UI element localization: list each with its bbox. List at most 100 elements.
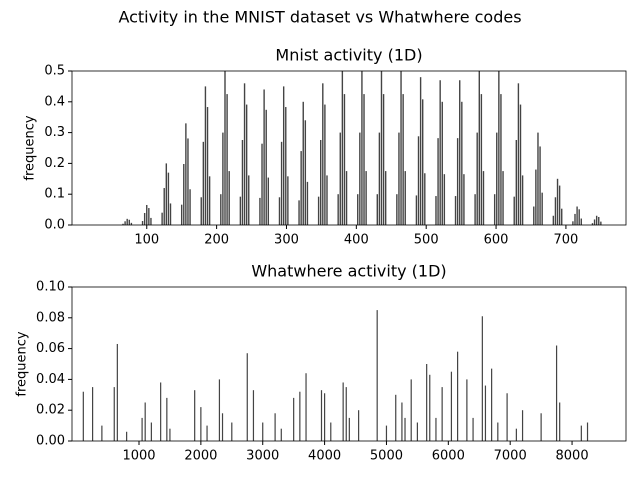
y-axis-label: frequency xyxy=(23,115,38,181)
bar xyxy=(382,94,385,225)
y-tick-label: 0.4 xyxy=(44,94,65,109)
bar xyxy=(586,422,589,441)
bar xyxy=(424,173,426,225)
bar xyxy=(576,206,578,225)
x-tick-label: 500 xyxy=(414,233,439,248)
bar xyxy=(484,385,487,441)
bar xyxy=(299,391,301,441)
bar xyxy=(317,196,320,225)
bar xyxy=(226,94,228,225)
bar xyxy=(337,194,339,225)
bar xyxy=(220,194,222,225)
bar xyxy=(443,174,446,225)
bar xyxy=(322,83,324,225)
bar xyxy=(578,209,580,225)
bar xyxy=(148,208,150,225)
bar xyxy=(263,89,265,225)
bar xyxy=(556,178,559,225)
bar xyxy=(305,373,307,441)
bar xyxy=(496,132,498,225)
bar xyxy=(200,407,202,441)
bar xyxy=(476,132,478,225)
bar xyxy=(124,221,126,225)
y-tick-label: 0.1 xyxy=(44,187,65,202)
bar xyxy=(150,217,152,225)
bar xyxy=(400,71,402,225)
bar xyxy=(466,379,468,441)
x-tick-label: 7000 xyxy=(494,449,527,464)
bar xyxy=(200,197,202,225)
bar xyxy=(169,428,171,441)
bar xyxy=(141,417,143,441)
bar xyxy=(402,94,404,225)
bar xyxy=(206,425,208,441)
bar xyxy=(146,204,148,225)
bar xyxy=(326,175,328,225)
bar xyxy=(378,132,381,225)
bar xyxy=(595,215,598,225)
bar xyxy=(480,94,483,225)
bar xyxy=(180,204,183,225)
x-tick-label: 300 xyxy=(274,233,299,248)
x-tick-label: 5000 xyxy=(370,449,403,464)
bar xyxy=(202,141,205,225)
y-tick-label: 0.04 xyxy=(36,372,65,387)
bar xyxy=(502,171,504,225)
bar xyxy=(519,104,522,225)
bar xyxy=(189,189,191,225)
bar xyxy=(435,417,437,441)
bar xyxy=(345,171,348,225)
bar xyxy=(419,77,422,225)
bar xyxy=(300,151,302,225)
bar xyxy=(574,213,576,225)
bar xyxy=(461,101,463,225)
bar xyxy=(591,223,594,225)
bar xyxy=(515,428,517,441)
bar xyxy=(343,94,346,225)
bar xyxy=(497,422,499,441)
bar xyxy=(206,107,209,225)
bar xyxy=(345,387,347,441)
bar xyxy=(185,123,187,225)
bar xyxy=(221,413,224,441)
bar xyxy=(410,379,412,441)
y-tick-label: 0.2 xyxy=(44,156,65,171)
bar xyxy=(113,387,115,441)
bar xyxy=(278,197,281,225)
bar xyxy=(261,143,263,225)
bar xyxy=(194,390,196,441)
bar xyxy=(166,397,168,441)
bar xyxy=(222,132,224,225)
bar xyxy=(426,364,428,441)
bar xyxy=(478,71,480,225)
bar xyxy=(559,402,561,441)
bar xyxy=(417,136,420,225)
bar xyxy=(239,196,242,225)
bar xyxy=(380,71,383,225)
x-tick-label: 6000 xyxy=(432,449,465,464)
bar xyxy=(324,104,326,225)
bar xyxy=(593,219,596,225)
bar xyxy=(561,208,563,225)
bar xyxy=(330,422,332,441)
bar xyxy=(500,94,502,225)
bar xyxy=(339,132,341,225)
bar xyxy=(580,218,582,225)
bar xyxy=(259,197,261,225)
bar xyxy=(537,132,539,225)
bar xyxy=(481,316,483,441)
bar xyxy=(231,422,233,441)
bar xyxy=(450,371,453,441)
bar xyxy=(130,222,133,225)
bar xyxy=(555,345,558,441)
bar xyxy=(401,402,403,441)
bar xyxy=(82,391,84,441)
bar xyxy=(143,212,146,225)
bar xyxy=(363,94,365,225)
bar xyxy=(517,83,520,225)
bar xyxy=(435,196,437,225)
bar xyxy=(126,218,128,225)
bar xyxy=(441,101,443,225)
bar xyxy=(376,194,378,225)
bar xyxy=(141,220,144,225)
